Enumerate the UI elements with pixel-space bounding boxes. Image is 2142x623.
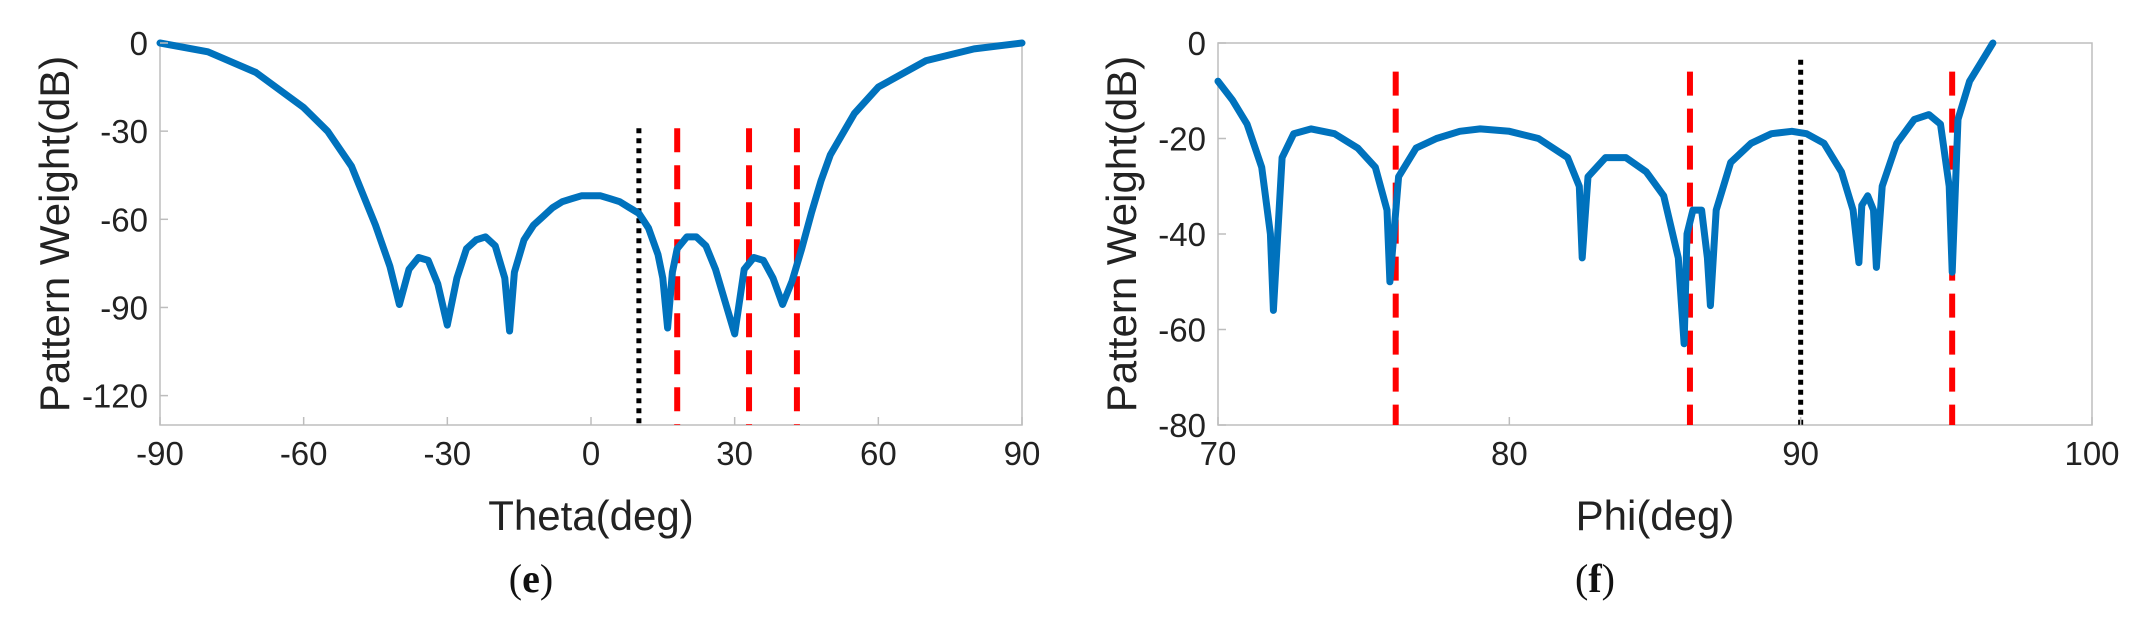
- pattern-curve-e: [156, 39, 1026, 338]
- y-tick-label-e-2: -60: [100, 201, 148, 238]
- y-axis-label-f: Pattern Weight(dB): [1098, 56, 1145, 412]
- x-tick-label-e-5: 60: [860, 435, 897, 472]
- x-axis-label-e: Theta(deg): [488, 492, 693, 539]
- pattern-curve-f: [1214, 39, 1997, 348]
- y-tick-label-e-3: -90: [100, 289, 148, 326]
- marker-lines-f: [1392, 59, 1956, 425]
- x-tick-label-e-3: 0: [582, 435, 600, 472]
- y-tick-label-f-1: -20: [1158, 121, 1206, 158]
- x-tick-label-f-2: 90: [1782, 435, 1819, 472]
- y-tick-label-e-4: -120: [82, 378, 148, 415]
- y-tick-label-e-0: 0: [130, 25, 148, 62]
- y-tick-label-f-4: -80: [1158, 407, 1206, 444]
- y-tick-label-f-3: -60: [1158, 312, 1206, 349]
- x-tick-label-f-1: 80: [1491, 435, 1528, 472]
- y-tick-label-f-0: 0: [1188, 25, 1206, 62]
- x-ticks-e: -90 -60 -30 0 30 60 90: [136, 417, 1040, 472]
- x-tick-label-f-0: 70: [1200, 435, 1237, 472]
- y-tick-label-e-1: -30: [100, 113, 148, 150]
- x-tick-label-e-2: -30: [423, 435, 471, 472]
- panel-e: -90 -60 -30 0 30 60 90 0 -30 -60 -90 -120 Theta(de…: [31, 25, 1040, 601]
- y-axis-label-e: Pattern Weight(dB): [31, 56, 78, 412]
- y-ticks-f: 0 -20 -40 -60 -80: [1158, 25, 1226, 444]
- panel-caption-e: (e): [509, 556, 553, 601]
- panel-letter-e: e: [522, 556, 540, 601]
- x-tick-label-e-6: 90: [1004, 435, 1041, 472]
- x-ticks-f: 70 80 90 100: [1200, 417, 2120, 472]
- panel-letter-f: f: [1588, 556, 1602, 601]
- x-tick-label-e-1: -60: [280, 435, 328, 472]
- panel-caption-f: (f): [1575, 556, 1615, 601]
- panel-f: 70 80 90 100 0 -20 -40 -60 -80 Phi(deg) Pattern…: [1098, 25, 2119, 601]
- y-ticks-e: 0 -30 -60 -90 -120: [82, 25, 168, 415]
- x-tick-label-e-0: -90: [136, 435, 184, 472]
- plot-area-f: [1217, 42, 2093, 426]
- x-tick-label-e-4: 30: [716, 435, 753, 472]
- y-tick-label-f-2: -40: [1158, 216, 1206, 253]
- x-axis-label-f: Phi(deg): [1576, 492, 1735, 539]
- x-tick-label-f-3: 100: [2064, 435, 2119, 472]
